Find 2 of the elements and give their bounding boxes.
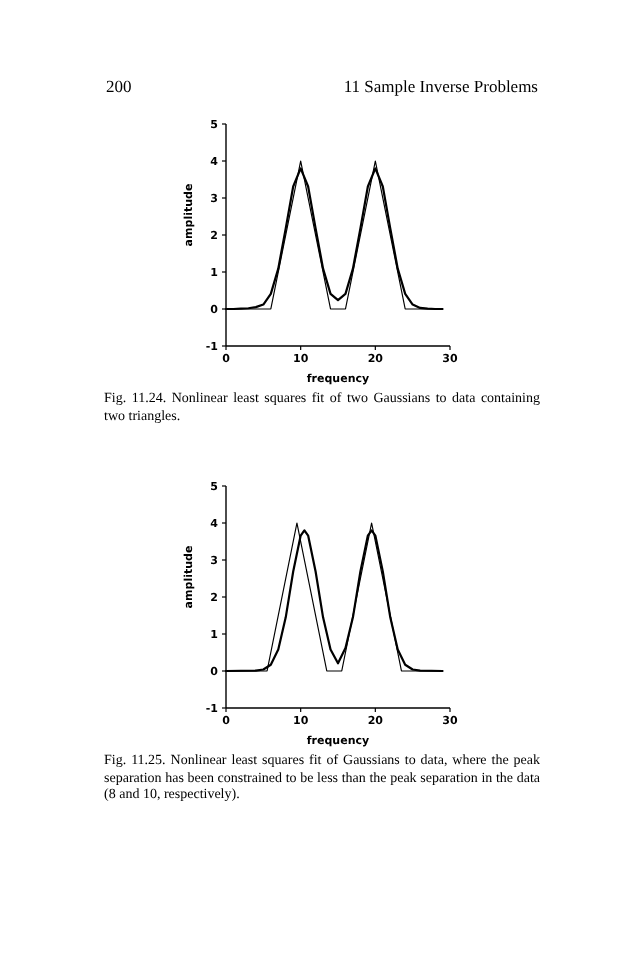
text: 200 xyxy=(106,76,132,96)
text: 11 Sample Inverse Problems xyxy=(343,76,538,96)
